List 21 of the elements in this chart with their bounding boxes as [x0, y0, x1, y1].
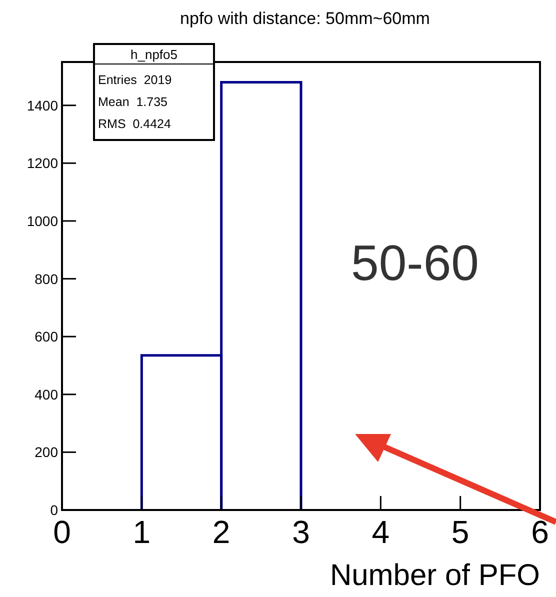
y-tick-label: 200	[34, 444, 58, 460]
x-tick-label: 1	[132, 514, 151, 550]
y-tick-label: 600	[34, 328, 58, 345]
x-tick-label: 6	[531, 514, 549, 550]
y-tick-label: 400	[34, 386, 58, 402]
y-tick-label: 800	[34, 270, 58, 287]
y-tick-label: 1000	[26, 212, 58, 229]
x-tick-label: 2	[212, 514, 230, 550]
text: h_npfo5	[130, 47, 178, 62]
x-tick-label: 5	[451, 514, 470, 550]
annotation: Entries 2019	[98, 73, 172, 87]
y-tick-label: 1400	[26, 97, 58, 114]
x-tick-label: 3	[292, 514, 310, 550]
y-tick-label: 1200	[26, 155, 58, 172]
x-axis-title: Number of PFO	[330, 559, 540, 592]
annotation: Mean 1.735	[98, 95, 168, 109]
y-tick-label: 0	[50, 502, 58, 518]
annotation: RMS 0.4424	[98, 117, 172, 131]
chart-title: npfo with distance: 50mm~60mm	[180, 9, 430, 28]
annotation: 50-60	[351, 235, 479, 291]
x-tick-label: 4	[372, 514, 390, 550]
